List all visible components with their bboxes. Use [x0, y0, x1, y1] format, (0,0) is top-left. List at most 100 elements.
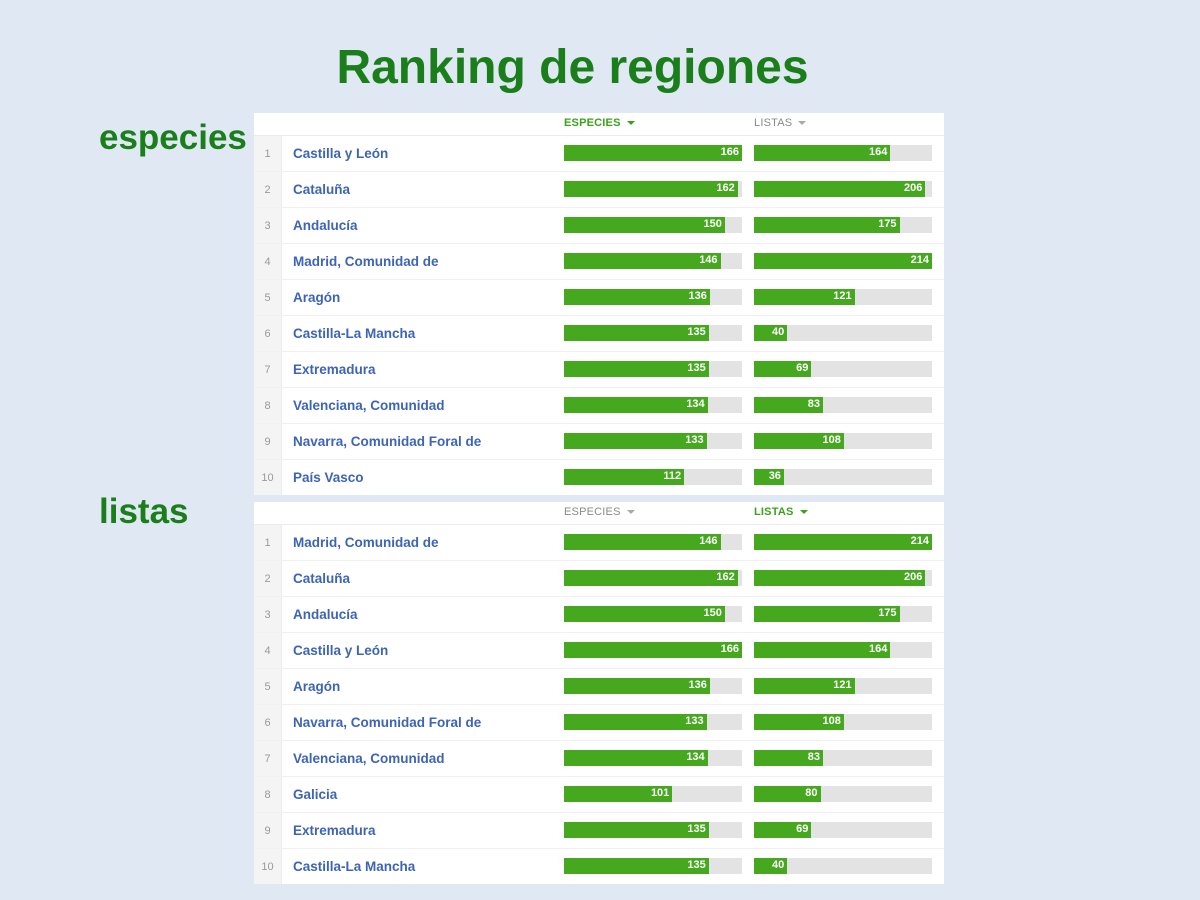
region-link[interactable]: Navarra, Comunidad Foral de [293, 434, 482, 449]
especies-value-label: 162 [716, 182, 735, 194]
especies-bar: 133 [564, 714, 707, 730]
listas-value-label: 214 [910, 535, 929, 547]
table-row: 6 Navarra, Comunidad Foral de 133 108 [254, 705, 944, 741]
rank-column [254, 741, 282, 776]
rank-number: 2 [264, 573, 271, 585]
listas-value-label: 108 [822, 434, 841, 446]
table-row: 5 Aragón 136 121 [254, 669, 944, 705]
listas-bar-track: 80 [754, 786, 932, 802]
listas-bar: 69 [754, 361, 812, 377]
region-link[interactable]: Andalucía [293, 607, 358, 622]
column-header-especies[interactable]: ESPECIES [564, 506, 635, 518]
rank-column [254, 705, 282, 740]
region-link[interactable]: Castilla y León [293, 146, 389, 161]
especies-bar: 101 [564, 786, 673, 802]
region-link[interactable]: Aragón [293, 679, 341, 694]
listas-bar-track: 121 [754, 678, 932, 694]
region-link[interactable]: Cataluña [293, 182, 351, 197]
region-link[interactable]: Aragón [293, 290, 341, 305]
listas-bar: 214 [754, 534, 932, 550]
especies-value-label: 134 [686, 751, 705, 763]
listas-bar: 175 [754, 606, 900, 622]
listas-bar: 40 [754, 325, 788, 341]
region-link[interactable]: Extremadura [293, 362, 376, 377]
listas-bar: 164 [754, 642, 891, 658]
rank-number: 7 [264, 364, 271, 376]
listas-value-label: 175 [878, 607, 897, 619]
especies-bar: 146 [564, 253, 721, 269]
listas-bar-track: 40 [754, 858, 932, 874]
column-header-especies[interactable]: ESPECIES [564, 117, 635, 129]
region-link[interactable]: Castilla y León [293, 643, 389, 658]
listas-value-label: 40 [772, 326, 785, 338]
rank-column [254, 669, 282, 704]
table-row: 7 Valenciana, Comunidad 134 83 [254, 741, 944, 777]
column-header-listas[interactable]: LISTAS [754, 117, 807, 129]
rank-column [254, 280, 282, 315]
rank-number: 2 [264, 184, 271, 196]
listas-bar: 121 [754, 289, 855, 305]
listas-bar: 206 [754, 181, 926, 197]
region-link[interactable]: Madrid, Comunidad de [293, 535, 439, 550]
listas-value-label: 206 [903, 182, 923, 194]
rank-column [254, 849, 282, 884]
table-row: 9 Navarra, Comunidad Foral de 133 108 [254, 424, 944, 460]
region-link[interactable]: País Vasco [293, 470, 364, 485]
table-row: 6 Castilla-La Mancha 135 40 [254, 316, 944, 352]
region-link[interactable]: Castilla-La Mancha [293, 859, 416, 874]
especies-bar: 162 [564, 181, 738, 197]
listas-value-label: 164 [869, 643, 888, 655]
listas-bar-track: 164 [754, 642, 932, 658]
listas-bar: 214 [754, 253, 932, 269]
rank-number: 10 [261, 472, 274, 484]
especies-value-label: 146 [699, 535, 718, 547]
especies-value-label: 150 [703, 218, 722, 230]
listas-bar-track: 121 [754, 289, 932, 305]
listas-bar: 40 [754, 858, 788, 874]
listas-bar-track: 175 [754, 606, 932, 622]
region-link[interactable]: Navarra, Comunidad Foral de [293, 715, 482, 730]
listas-value-label: 206 [903, 571, 923, 583]
ranking-table-listas: ESPECIES LISTAS 1 Madrid, Comunidad de 146… [254, 502, 944, 884]
column-header-listas[interactable]: LISTAS [754, 506, 808, 518]
region-link[interactable]: Cataluña [293, 571, 351, 586]
listas-bar-track: 108 [754, 433, 932, 449]
especies-bar-track: 136 [564, 678, 742, 694]
rank-column [254, 597, 282, 632]
listas-bar: 108 [754, 714, 844, 730]
listas-bar-track: 69 [754, 822, 932, 838]
table-row: 2 Cataluña 162 206 [254, 172, 944, 208]
especies-bar: 136 [564, 289, 710, 305]
region-link[interactable]: Castilla-La Mancha [293, 326, 416, 341]
table-row: 8 Galicia 101 80 [254, 777, 944, 813]
listas-value-label: 121 [833, 290, 852, 302]
especies-bar-track: 150 [564, 606, 742, 622]
table-row: 4 Castilla y León 166 164 [254, 633, 944, 669]
especies-value-label: 136 [688, 290, 707, 302]
especies-value-label: 134 [686, 398, 705, 410]
rank-number: 6 [264, 717, 271, 729]
sort-caret-icon [799, 510, 808, 515]
listas-value-label: 36 [768, 470, 781, 482]
listas-value-label: 83 [807, 398, 821, 410]
rank-number: 3 [264, 609, 271, 621]
region-link[interactable]: Andalucía [293, 218, 358, 233]
especies-bar-track: 133 [564, 714, 742, 730]
ranking-table-especies: ESPECIES LISTAS 1 Castilla y León 166 164 2 C… [254, 113, 944, 495]
region-link[interactable]: Valenciana, Comunidad [293, 398, 445, 413]
rank-number: 8 [264, 789, 271, 801]
listas-value-label: 108 [822, 715, 841, 727]
region-link[interactable]: Madrid, Comunidad de [293, 254, 439, 269]
especies-bar-track: 101 [564, 786, 742, 802]
especies-bar: 135 [564, 361, 709, 377]
rank-column [254, 633, 282, 668]
region-link[interactable]: Galicia [293, 787, 338, 802]
especies-bar: 112 [564, 469, 685, 485]
region-link[interactable]: Extremadura [293, 823, 376, 838]
listas-bar: 175 [754, 217, 900, 233]
table-row: 1 Castilla y León 166 164 [254, 136, 944, 172]
region-link[interactable]: Valenciana, Comunidad [293, 751, 445, 766]
listas-bar-track: 175 [754, 217, 932, 233]
table-row: 7 Extremadura 135 69 [254, 352, 944, 388]
especies-bar-track: 135 [564, 858, 742, 874]
